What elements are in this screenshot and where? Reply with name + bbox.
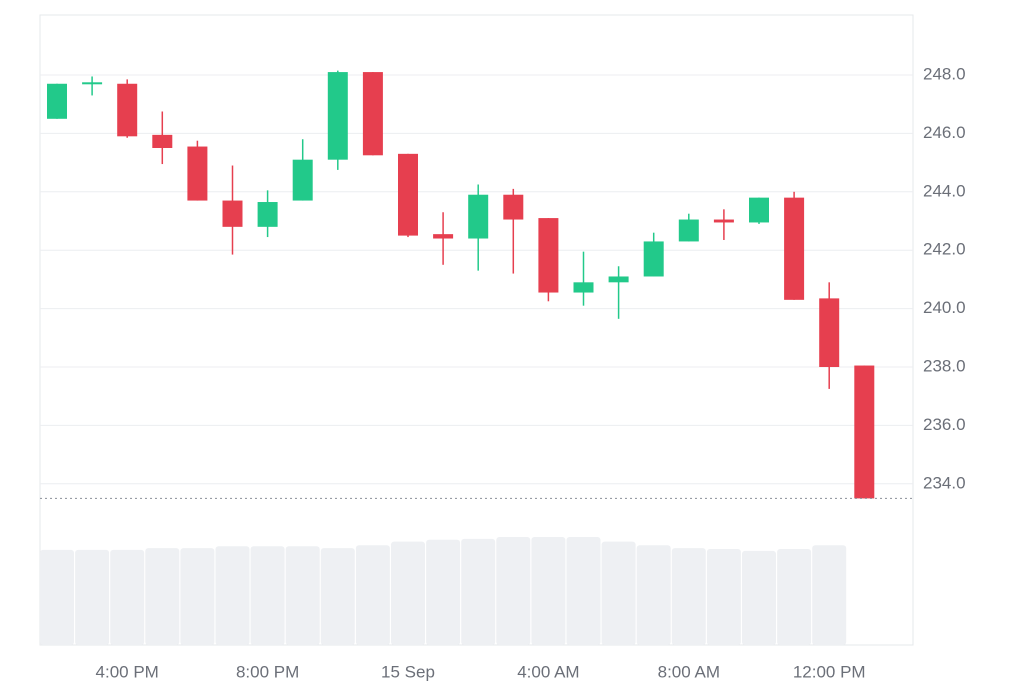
volume-bar	[250, 546, 285, 645]
candle-body	[152, 134, 173, 148]
volume-bar	[566, 537, 601, 645]
x-tick-label: 8:00 PM	[236, 662, 299, 681]
y-tick-label: 240.0	[923, 298, 966, 317]
candle-body	[398, 153, 418, 236]
volume-bar	[40, 549, 74, 645]
candle-body	[713, 219, 734, 223]
volume-bar	[601, 541, 636, 645]
volume-bar	[496, 537, 531, 645]
candle-body	[327, 72, 348, 160]
x-tick-label: 8:00 AM	[658, 662, 720, 681]
volume-bar	[812, 545, 847, 645]
volume-bar	[636, 545, 671, 645]
x-tick-label: 15 Sep	[381, 662, 435, 681]
volume-bar	[391, 541, 425, 645]
candle-body	[433, 234, 454, 239]
volume-bar	[426, 539, 461, 645]
volume-bar	[671, 548, 706, 645]
candle-body	[854, 365, 875, 499]
volume-bar	[461, 538, 496, 645]
volume-bar	[145, 548, 180, 645]
candle-body	[678, 219, 699, 242]
volume-bar	[285, 546, 320, 645]
volume-bar	[180, 548, 215, 645]
candle-body	[82, 82, 103, 85]
y-tick-label: 246.0	[923, 123, 966, 142]
volume-bar	[777, 549, 812, 645]
candle-body	[608, 276, 629, 283]
candle-body	[257, 202, 278, 227]
candle-body	[749, 197, 769, 223]
y-tick-label: 234.0	[923, 473, 966, 492]
volume-bar	[110, 549, 145, 645]
volume-bar	[320, 548, 355, 645]
y-tick-label: 242.0	[923, 240, 966, 259]
candle-body	[819, 298, 840, 367]
candle-body	[362, 72, 383, 156]
x-tick-label: 4:00 PM	[96, 662, 159, 681]
candle-body	[538, 218, 559, 293]
x-tick-label: 12:00 PM	[793, 662, 866, 681]
y-tick-label: 238.0	[923, 356, 966, 375]
volume-bar	[706, 549, 741, 645]
y-tick-label: 244.0	[923, 181, 966, 200]
y-tick-label: 248.0	[923, 64, 966, 83]
candle-body	[187, 146, 208, 201]
volume-bar	[531, 537, 566, 645]
volume-bar	[355, 545, 390, 645]
candle-body	[292, 159, 313, 201]
candle-body	[468, 194, 489, 239]
candle-body	[573, 282, 594, 293]
candle-body	[784, 197, 805, 300]
volume-bar	[742, 550, 776, 645]
volume-bar	[75, 549, 110, 645]
candle-body	[47, 83, 67, 119]
candle-body	[117, 83, 138, 137]
candle-body	[643, 241, 664, 277]
volume-bar	[215, 546, 250, 645]
x-tick-label: 4:00 AM	[517, 662, 579, 681]
candle-body	[222, 200, 243, 227]
candle-body	[503, 194, 524, 220]
y-tick-label: 236.0	[923, 415, 966, 434]
